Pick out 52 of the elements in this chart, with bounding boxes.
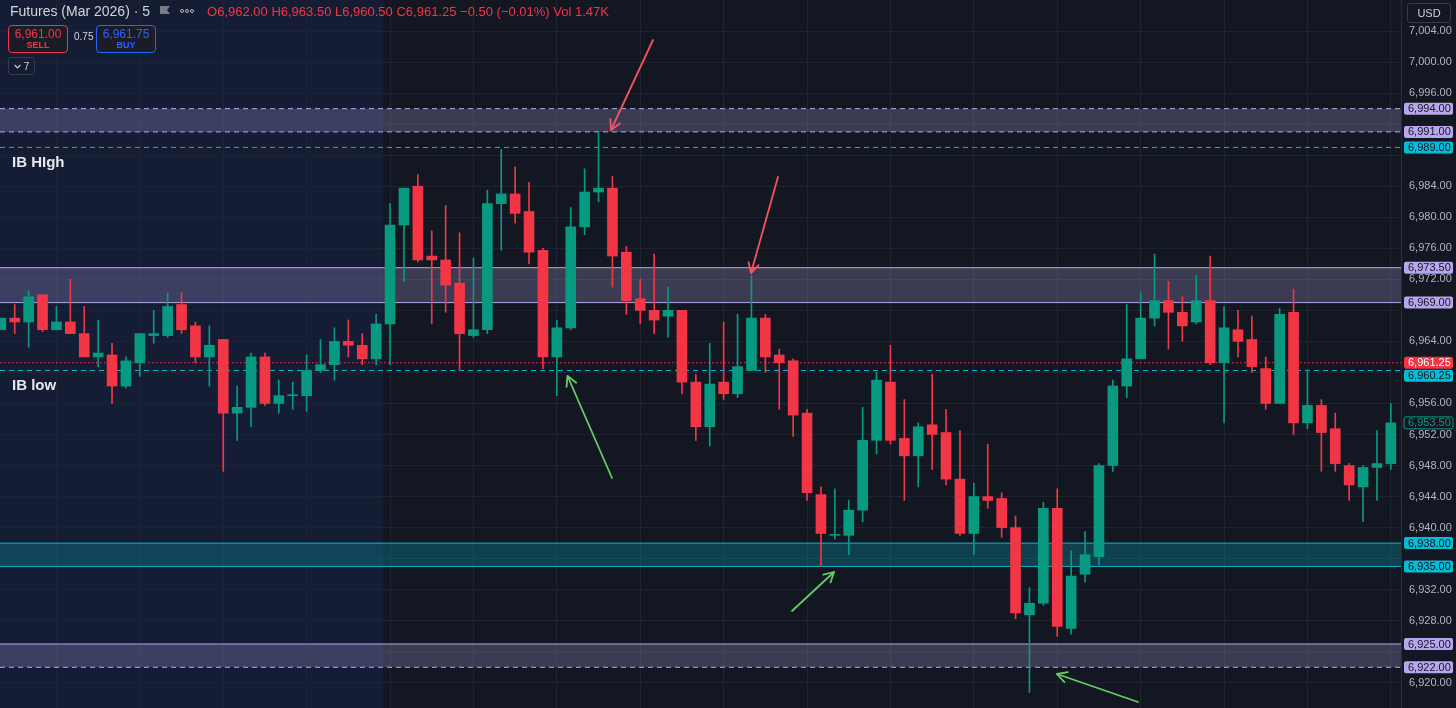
chart-subtitle: O6,962.00 H6,963.50 L6,960.50 C6,961.25 −0.50 (−0.01%) Vol 1.47K <box>207 3 609 19</box>
ref-line-label: 6,961.25 <box>1408 356 1451 369</box>
y-tick-label: 6,964.00 <box>1409 334 1452 347</box>
candlestick <box>829 488 841 540</box>
y-tick-label: 6,948.00 <box>1409 458 1452 471</box>
y-tick-label: 6,956.00 <box>1409 396 1452 409</box>
candlestick <box>1371 430 1383 501</box>
sell-button: 6,961.00 SELL <box>8 25 68 53</box>
y-tick-label: 6,952.00 <box>1409 427 1452 440</box>
candlestick <box>662 286 674 338</box>
candlestick <box>287 381 299 410</box>
candlestick <box>982 443 994 509</box>
annotation: 7 <box>23 60 30 72</box>
y-tick-label: 7,004.00 <box>1409 24 1452 37</box>
ref-line-label: 6,973.50 <box>1408 261 1451 274</box>
ref-line-label: 6,960.25 <box>1408 369 1451 382</box>
y-tick-label: 7,000.00 <box>1409 55 1452 68</box>
ref-line-label: 6,935.00 <box>1408 559 1451 572</box>
y-tick-label: 6,928.00 <box>1409 613 1452 626</box>
candlestick <box>926 374 938 470</box>
annotation: BUY <box>116 39 136 51</box>
ref-line-label: 6,925.00 <box>1408 637 1451 650</box>
annotation: IB HIgh <box>12 153 65 171</box>
y-tick-label: 6,944.00 <box>1409 489 1452 502</box>
ref-line-label: 6,994.00 <box>1408 102 1451 115</box>
ref-line-label: 6,989.00 <box>1408 140 1451 153</box>
annotation: 6,961.75 <box>102 26 150 41</box>
y-tick-label: 6,976.00 <box>1409 241 1452 254</box>
y-tick-label: 6,996.00 <box>1409 86 1452 99</box>
candlestick <box>495 149 507 251</box>
chart-title: Futures (Mar 2026) · 5 <box>10 3 151 19</box>
y-tick-label: 6,920.00 <box>1409 675 1452 688</box>
y-tick-label: 6,932.00 <box>1409 582 1452 595</box>
annotation: SELL <box>26 39 50 51</box>
y-tick-label: 6,984.00 <box>1409 179 1452 192</box>
ref-line-label: 6,922.00 <box>1408 660 1451 673</box>
y-axis-title: USD <box>1407 3 1451 23</box>
y-tick-label: 6,940.00 <box>1409 520 1452 533</box>
text: 6,953.50 <box>1408 416 1451 429</box>
y-tick-label: 6,980.00 <box>1409 210 1452 223</box>
buy-button: 6,961.75 BUY <box>96 25 156 53</box>
annotation: 6,961.00 <box>14 26 62 41</box>
ref-line-label: 6,991.00 <box>1408 125 1451 138</box>
candlestick <box>148 310 160 344</box>
ref-line-label: 6,969.00 <box>1408 296 1451 309</box>
annotation: 0.75 <box>74 31 94 42</box>
candlestick <box>9 304 21 334</box>
annotation: IB low <box>12 376 57 394</box>
ref-line-label: 6,938.00 <box>1408 536 1451 549</box>
candlestick <box>648 253 660 334</box>
candlestick <box>426 230 438 325</box>
y-tick-label: 6,972.00 <box>1409 272 1452 285</box>
